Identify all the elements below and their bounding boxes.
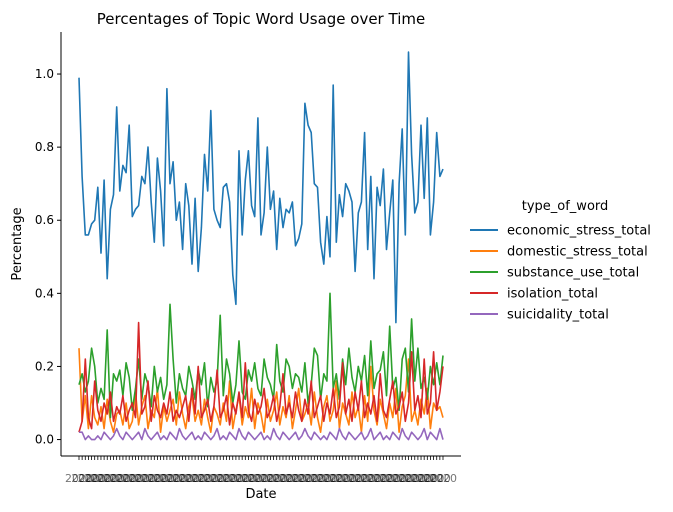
- x-tick-label: 2020: [191, 472, 219, 485]
- y-ticks: 0.0 0.2 0.4 0.6 0.8 1.0: [35, 67, 61, 447]
- x-tick-label: 2020: [216, 472, 244, 485]
- x-tick-label: 2020: [159, 472, 187, 485]
- x-tick-label: 2020: [96, 472, 124, 485]
- y-tick-label: 0.6: [35, 213, 54, 227]
- x-tick-label: 2020: [71, 472, 99, 485]
- x-axis-label: Date: [245, 487, 276, 502]
- chart-title: Percentages of Topic Word Usage over Tim…: [97, 10, 425, 28]
- series-line-economic_stress_total: [78, 51, 444, 324]
- x-tick-label: 2020: [429, 472, 457, 485]
- x-tick-label: 2020: [172, 472, 200, 485]
- x-tick-label: 2020: [128, 472, 156, 485]
- series-line-domestic_stress_total: [78, 348, 444, 434]
- x-tick-label: 2020: [197, 472, 225, 485]
- x-tick-label: 2020: [423, 472, 451, 485]
- x-tick-label: 2020: [228, 472, 256, 485]
- x-tick-label: 2020: [379, 472, 407, 485]
- y-tick-label: 1.0: [35, 67, 54, 81]
- series-line-substance_use_total: [78, 292, 444, 419]
- x-tick-label: 2020: [109, 472, 137, 485]
- x-tick-label: 2020: [134, 472, 162, 485]
- x-tick-label: 2020: [178, 472, 206, 485]
- legend-label-economic_stress_total: economic_stress_total: [507, 224, 651, 239]
- x-tick-label: 2020: [140, 472, 168, 485]
- x-tick-label: 2020: [303, 472, 331, 485]
- legend: type_of_word economic_stress_totaldomest…: [470, 199, 651, 323]
- x-tick-label: 2020: [253, 472, 281, 485]
- y-axis-label: Percentage: [10, 207, 25, 280]
- x-tick-label: 2020: [335, 472, 363, 485]
- x-tick-label: 2020: [65, 472, 93, 485]
- x-tick-label: 2020: [84, 472, 112, 485]
- x-tick-label: 2020: [184, 472, 212, 485]
- x-tick-label: 2020: [247, 472, 275, 485]
- x-tick-label: 2020: [272, 472, 300, 485]
- x-tick-label: 2020: [90, 472, 118, 485]
- x-tick-label: 2020: [404, 472, 432, 485]
- y-tick-label: 0.8: [35, 140, 54, 154]
- x-tick-label: 2020: [147, 472, 175, 485]
- x-tick-label: 2020: [329, 472, 357, 485]
- legend-label-substance_use_total: substance_use_total: [507, 266, 639, 281]
- x-tick-label: 2020: [316, 472, 344, 485]
- x-tick-label: 2020: [322, 472, 350, 485]
- legend-items: economic_stress_total domestic_stress_tot…: [470, 224, 651, 323]
- x-tick-label: 2020: [203, 472, 231, 485]
- legend-label-isolation_total: isolation_total: [507, 287, 598, 302]
- x-tick-label: 2020: [360, 472, 388, 485]
- x-tick-label: 2020: [78, 472, 106, 485]
- x-tick-label: 2020: [209, 472, 237, 485]
- x-tick-label: 2020: [347, 472, 375, 485]
- x-tick-label: 2020: [385, 472, 413, 485]
- x-tick-label: 2020: [165, 472, 193, 485]
- y-tick-label: 0.4: [35, 286, 54, 300]
- x-tick-label: 2020: [121, 472, 149, 485]
- plot-lines: [78, 51, 444, 441]
- x-tick-label: 2020: [222, 472, 250, 485]
- x-tick-label: 2020: [366, 472, 394, 485]
- x-tick-label: 2020: [291, 472, 319, 485]
- x-tick-label: 2020: [354, 472, 382, 485]
- legend-label-domestic_stress_total: domestic_stress_total: [507, 245, 648, 260]
- x-tick-label: 2020: [153, 472, 181, 485]
- series-line-isolation_total: [78, 321, 444, 433]
- x-tick-label: 2020: [310, 472, 338, 485]
- legend-title: type_of_word: [522, 199, 609, 214]
- y-tick-label: 0.2: [35, 359, 54, 373]
- y-tick-label: 0.0: [35, 433, 54, 447]
- x-tick-label: 2020: [297, 472, 325, 485]
- legend-label-suicidality_total: suicidality_total: [507, 308, 609, 323]
- x-ticks: 2020202020202020202020202020202020202020…: [65, 456, 457, 485]
- x-tick-label: 2020: [103, 472, 131, 485]
- x-tick-label: 2020: [115, 472, 143, 485]
- x-tick-label: 2020: [266, 472, 294, 485]
- x-tick-label: 2020: [416, 472, 444, 485]
- x-tick-label: 2020: [285, 472, 313, 485]
- x-tick-label: 2020: [410, 472, 438, 485]
- x-tick-label: 2020: [241, 472, 269, 485]
- x-tick-label: 2020: [341, 472, 369, 485]
- x-tick-label: 2020: [234, 472, 262, 485]
- series-line-suicidality_total: [79, 427, 444, 441]
- x-tick-label: 2020: [260, 472, 288, 485]
- x-tick-label: 2020: [398, 472, 426, 485]
- x-tick-label: 2020: [373, 472, 401, 485]
- x-tick-label: 2020: [278, 472, 306, 485]
- x-tick-label: 2020: [391, 472, 419, 485]
